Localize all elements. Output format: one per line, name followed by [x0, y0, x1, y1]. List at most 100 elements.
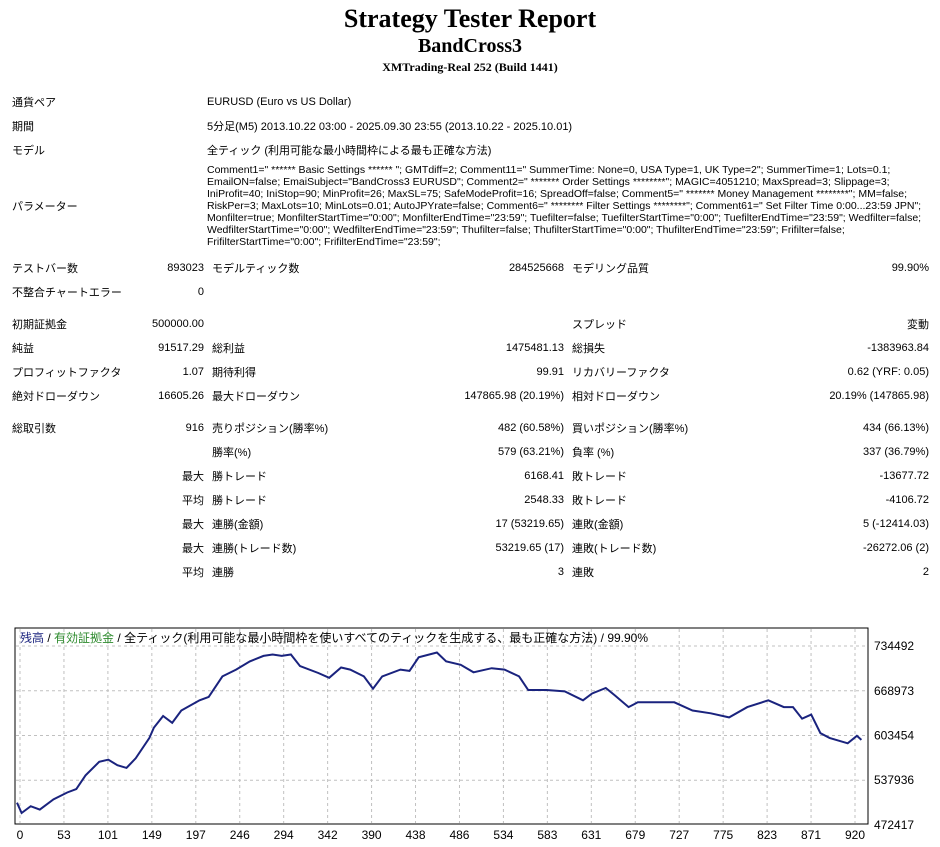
label: 総取引数 [12, 423, 56, 435]
label: モデルティック数 [212, 263, 300, 275]
label: 最大 [182, 543, 204, 555]
legend-equity: 有効証拠金 [54, 630, 114, 645]
y-tick-label: 472417 [874, 818, 914, 832]
value: 3 [557, 566, 564, 578]
x-tick-label: 197 [186, 828, 206, 842]
x-tick-label: 101 [98, 828, 118, 842]
label: 平均 [182, 495, 204, 507]
value: -4106.72 [885, 494, 929, 506]
value: 全ティック (利用可能な最小時間枠による最も正確な方法) [207, 145, 492, 157]
legend-quality: 99.90% [607, 631, 648, 645]
value: EURUSD (Euro vs US Dollar) [207, 96, 352, 108]
label: 勝トレード [212, 471, 267, 483]
value: 99.91 [536, 366, 564, 378]
y-tick-label: 603454 [874, 729, 914, 743]
x-tick-label: 294 [274, 828, 294, 842]
parameters-value: Comment1=" ****** Basic Settings ****** … [207, 164, 922, 248]
label: 連勝 [212, 567, 234, 579]
x-tick-label: 534 [493, 828, 513, 842]
label: 連敗(金額) [572, 519, 624, 531]
value: 0.62 (YRF: 0.05) [847, 366, 929, 378]
label: 売りポジション(勝率%) [212, 423, 329, 435]
value: 434 (66.13%) [862, 422, 929, 434]
x-tick-label: 486 [449, 828, 469, 842]
label: 連勝(トレード数) [212, 543, 297, 555]
report-title: Strategy Tester Report [343, 4, 597, 33]
label: 連敗 [572, 567, 594, 579]
label: 敗トレード [572, 471, 627, 483]
label: スプレッド [572, 319, 627, 331]
x-tick-label: 149 [142, 828, 162, 842]
stats-table: テストバー数 893023 モデルティック数 284525668 モデリング品質 99.9… [8, 256, 933, 584]
label: 期待利得 [212, 367, 256, 379]
x-tick-label: 390 [362, 828, 382, 842]
balance-chart: 残高 / 有効証拠金 / 全ティック(利用可能な最小時間枠を使いすべてのティック… [14, 627, 914, 842]
value: 500000.00 [152, 318, 204, 330]
label: 総損失 [572, 343, 605, 355]
value: -1383963.84 [867, 342, 929, 354]
legend-separator: / [44, 631, 54, 645]
legend-balance: 残高 [20, 630, 44, 645]
label: 最大 [182, 519, 204, 531]
info-row: 期間 5分足(M5) 2013.10.22 03:00 - 2025.09.30 … [8, 114, 933, 138]
label: 敗トレード [572, 495, 627, 507]
label: モデル [12, 145, 45, 157]
balance-line [16, 651, 863, 815]
value: 0 [197, 286, 204, 298]
value: 5 (-12414.03) [862, 518, 929, 530]
value: 99.90% [891, 262, 929, 274]
value: 6168.41 [524, 470, 564, 482]
x-tick-label: 920 [845, 828, 865, 842]
value: 17 (53219.65) [495, 518, 565, 530]
label: 通貨ペア [12, 97, 56, 109]
x-tick-label: 438 [406, 828, 426, 842]
label: 純益 [12, 343, 34, 355]
value: 337 (36.79%) [862, 446, 929, 458]
legend-separator: / [597, 631, 607, 645]
value: 16605.26 [158, 390, 204, 402]
legend-model: 全ティック(利用可能な最小時間枠を使いすべてのティックを生成する、最も正確な方法… [124, 630, 597, 645]
y-tick-label: 734492 [874, 639, 914, 653]
label: 絶対ドローダウン [12, 391, 100, 403]
label: 負率 (%) [572, 447, 615, 459]
value: 53219.65 (17) [495, 542, 565, 554]
info-row: 通貨ペア EURUSD (Euro vs US Dollar) [8, 90, 933, 114]
value: 2548.33 [524, 494, 564, 506]
label: リカバリーファクタ [572, 367, 670, 379]
value: 1475481.13 [505, 342, 564, 354]
x-tick-label: 246 [230, 828, 250, 842]
value: 916 [185, 422, 204, 434]
label: 最大 [182, 471, 204, 483]
x-tick-label: 631 [581, 828, 601, 842]
label: 勝率(%) [212, 447, 252, 459]
label: テストバー数 [12, 263, 78, 275]
value: 1.07 [182, 366, 204, 378]
label: 勝トレード [212, 495, 267, 507]
label: 初期証拠金 [12, 319, 67, 331]
label: プロフィットファクタ [12, 367, 122, 379]
x-tick-label: 583 [537, 828, 557, 842]
server-name: XMTrading-Real 252 (Build 1441) [382, 60, 558, 74]
x-tick-label: 53 [57, 828, 71, 842]
x-tick-label: 679 [625, 828, 645, 842]
value: 579 (63.21%) [497, 446, 564, 458]
x-tick-label: 775 [713, 828, 733, 842]
value: 482 (60.58%) [497, 422, 564, 434]
value: 91517.29 [158, 342, 204, 354]
x-tick-label: 727 [669, 828, 689, 842]
label: 期間 [12, 121, 34, 133]
info-table: 通貨ペア EURUSD (Euro vs US Dollar) 期間 5分足(M5)… [8, 90, 933, 250]
value: 変動 [907, 319, 929, 331]
x-tick-label: 871 [801, 828, 821, 842]
value: -13677.72 [879, 470, 929, 482]
info-row: モデル 全ティック (利用可能な最小時間枠による最も正確な方法) [8, 138, 933, 162]
y-tick-label: 668973 [874, 684, 914, 698]
expert-name: BandCross3 [417, 35, 523, 57]
label: 平均 [182, 567, 204, 579]
value: -26272.06 (2) [862, 542, 929, 554]
label: 連敗(トレード数) [572, 543, 657, 555]
x-tick-label: 342 [318, 828, 338, 842]
value: 2 [922, 566, 929, 578]
label: 最大ドローダウン [212, 391, 300, 403]
label: パラメーター [12, 201, 78, 213]
